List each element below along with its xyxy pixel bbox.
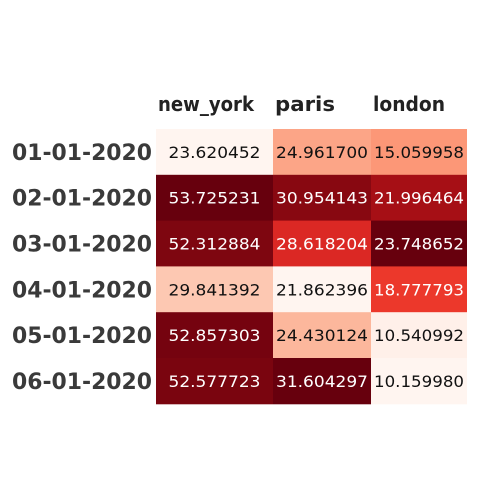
cell-value: 15.059958: [374, 143, 464, 162]
heatmap-cell: [156, 220, 273, 267]
heatmap-cell: [371, 174, 467, 222]
row-header-01-01-2020: 01-01-2020: [12, 141, 152, 166]
cell-value: 53.725231: [169, 189, 261, 208]
row-header-03-01-2020: 03-01-2020: [12, 233, 152, 258]
heatmap-cell: [156, 312, 273, 359]
cell-value: 24.961700: [276, 143, 368, 162]
heatmap-cell: [273, 220, 371, 267]
heatmap-cell: [273, 129, 371, 176]
cell-value: 52.577723: [169, 372, 261, 391]
cell-value: 24.430124: [276, 326, 368, 345]
heatmap-cell: [273, 174, 371, 222]
cell-value: 23.620452: [169, 143, 261, 162]
row-header-06-01-2020: 06-01-2020: [12, 370, 152, 395]
cell-value: 10.540992: [374, 326, 464, 345]
row-headers: 01-01-2020 02-01-2020 03-01-2020 04-01-2020…: [12, 141, 152, 395]
heatmap-cell: [156, 266, 273, 313]
row-header-05-01-2020: 05-01-2020: [12, 324, 152, 349]
cell-value: 18.777793: [374, 280, 464, 299]
cell-value: 52.857303: [169, 326, 261, 345]
heatmap-cell: [371, 266, 467, 313]
column-header-new-york: new_york: [158, 92, 255, 116]
cell-value: 30.954143: [276, 189, 368, 208]
heatmap-cell: [371, 312, 467, 359]
heatmap-cell: [156, 129, 273, 176]
cell-value: 28.618204: [276, 235, 368, 254]
cell-value: 10.159980: [374, 372, 464, 391]
column-header-london: london: [373, 92, 445, 116]
row-header-04-01-2020: 04-01-2020: [12, 278, 152, 303]
cell-value: 29.841392: [169, 280, 261, 299]
heatmap-cell: [371, 358, 467, 405]
heatmap-cell: [273, 358, 371, 405]
heatmap-cell: [371, 220, 467, 267]
cell-value: 23.748652: [374, 235, 464, 254]
heatmap-cell: [156, 174, 273, 222]
heatmap-cell: [273, 266, 371, 313]
heatmap-cells: 23.620452 24.961700 15.059958 53.725231 30.9…: [156, 129, 467, 405]
row-header-02-01-2020: 02-01-2020: [12, 187, 152, 212]
column-headers: new_york paris london: [158, 92, 445, 116]
cell-value: 31.604297: [276, 372, 368, 391]
heatmap-cell: [273, 312, 371, 359]
heatmap-cell: [156, 358, 273, 405]
cell-value: 21.862396: [276, 280, 368, 299]
cell-value: 52.312884: [169, 235, 261, 254]
cell-value: 21.996464: [374, 189, 464, 208]
heatmap-cell: [371, 129, 467, 176]
column-header-paris: paris: [275, 92, 335, 116]
